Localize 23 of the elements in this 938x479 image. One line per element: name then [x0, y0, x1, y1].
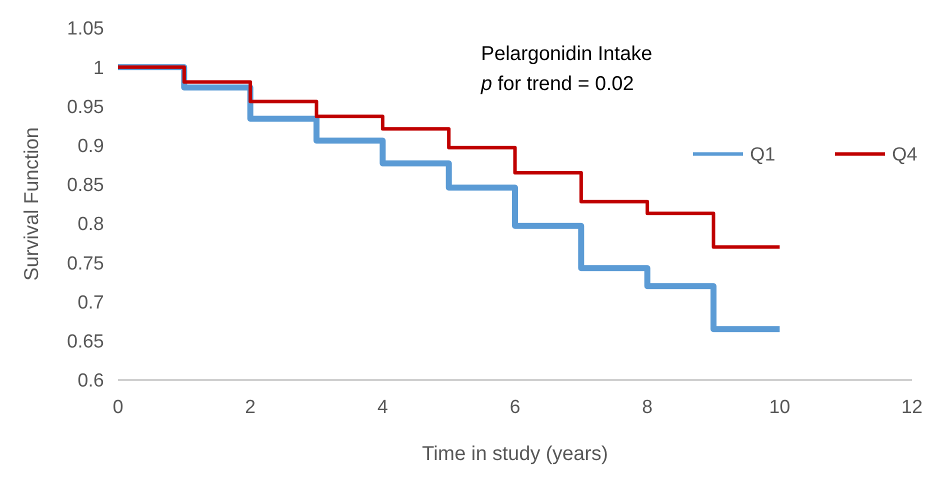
y-tick-label: 1.05	[67, 18, 104, 40]
x-tick-label: 2	[245, 397, 256, 418]
x-tick-label: 10	[769, 397, 790, 418]
x-tick-label: 8	[642, 397, 653, 418]
x-tick-label: 4	[377, 397, 388, 418]
y-axis-title: Survival Function	[21, 127, 43, 281]
x-tick-label: 0	[112, 397, 124, 418]
y-tick-label: 0.9	[78, 136, 104, 157]
y-tick-label: 0.85	[67, 175, 104, 196]
x-tick-label: 6	[510, 397, 520, 418]
x-axis-title: Time in study (years)	[422, 443, 608, 465]
y-tick-label: 0.7	[78, 292, 104, 314]
annotation: Pelargonidin Intake	[481, 43, 652, 65]
legend-label: Q1	[750, 144, 776, 166]
annotation: p for trend = 0.02	[480, 73, 634, 95]
y-tick-label: 1	[93, 58, 104, 79]
y-tick-label: 0.75	[67, 253, 104, 274]
y-tick-label: 0.95	[67, 96, 104, 118]
y-tick-label: 0.6	[78, 370, 104, 392]
x-tick-label: 12	[901, 397, 923, 418]
y-tick-label: 0.8	[78, 214, 104, 236]
legend-label: Q4	[892, 144, 918, 166]
y-tick-label: 0.65	[67, 332, 104, 353]
